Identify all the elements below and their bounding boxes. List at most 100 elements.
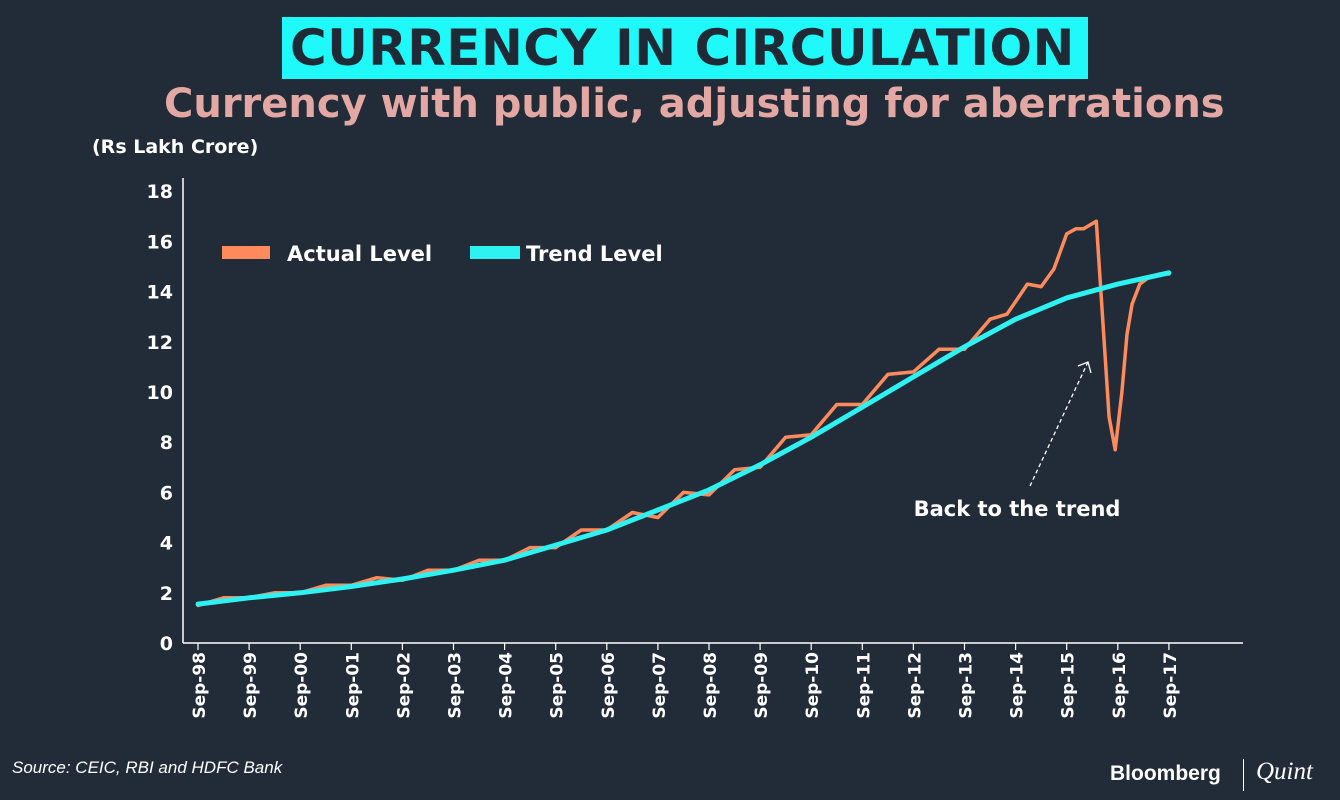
- point-actual-level: [528, 546, 532, 550]
- point-trend-level: [1166, 270, 1172, 275]
- chart-subtitle: Currency with public, adjusting for aber…: [164, 81, 1225, 127]
- x-tick-label: Sep-02: [394, 652, 414, 719]
- x-tick-label: Sep-04: [497, 652, 517, 719]
- point-trend-level: [502, 557, 507, 563]
- legend-label-trend: Trend Level: [526, 242, 663, 266]
- brand-separator: [1243, 759, 1244, 791]
- point-actual-level: [1081, 227, 1086, 231]
- x-tick-label: Sep-16: [1110, 652, 1130, 719]
- x-tick-label: Sep-12: [905, 652, 925, 719]
- x-tick-label: Sep-11: [854, 652, 874, 719]
- point-actual-level: [784, 435, 788, 439]
- point-actual-level: [1065, 232, 1069, 236]
- point-actual-level: [1074, 227, 1078, 231]
- point-actual-level: [1130, 302, 1134, 306]
- point-actual-level: [324, 583, 328, 587]
- point-actual-level: [732, 468, 737, 472]
- point-trend-level: [1064, 295, 1069, 301]
- point-trend-level: [298, 590, 303, 595]
- point-actual-level: [1039, 284, 1043, 289]
- point-trend-level: [400, 576, 405, 582]
- point-actual-level: [1005, 312, 1009, 316]
- source-note: Source: CEIC, RBI and HDFC Bank: [12, 758, 283, 777]
- point-actual-level: [707, 493, 711, 497]
- y-tick-label: 10: [147, 382, 173, 404]
- x-tick-label: Sep-99: [241, 652, 261, 719]
- y-tick-label: 18: [147, 181, 173, 203]
- y-tick-label: 6: [160, 482, 173, 504]
- y-tick-label: 16: [147, 231, 173, 253]
- y-axis-unit-label: (Rs Lakh Crore): [92, 136, 259, 158]
- point-trend-level: [604, 527, 609, 533]
- annotations: Back to the trend: [914, 361, 1121, 521]
- point-actual-level: [375, 576, 379, 580]
- point-actual-level: [656, 515, 660, 520]
- x-tick-label: Sep-08: [701, 652, 721, 719]
- point-trend-level: [809, 434, 814, 440]
- point-actual-level: [426, 568, 430, 572]
- brand-bloomberg: Bloomberg: [1110, 762, 1221, 785]
- legend: Actual Level Trend Level: [222, 242, 663, 266]
- annotation-text: Back to the trend: [914, 497, 1121, 521]
- x-tick-label: Sep-09: [752, 652, 772, 719]
- chart-title: CURRENCY IN CIRCULATION: [290, 19, 1075, 77]
- point-actual-level: [1025, 282, 1029, 286]
- x-ticks: Sep-98 Sep-99 Sep-00 Sep-01 Sep-02 Sep-03 Sep-…: [190, 643, 1181, 719]
- point-trend-level: [349, 584, 354, 589]
- x-tick-label: Sep-17: [1161, 652, 1181, 719]
- point-actual-level: [1094, 219, 1098, 223]
- point-actual-level: [630, 510, 634, 515]
- y-tick-label: 12: [147, 332, 173, 354]
- x-tick-label: Sep-14: [1008, 652, 1028, 719]
- x-tick-label: Sep-10: [803, 652, 823, 719]
- point-actual-level: [835, 402, 839, 407]
- point-trend-level: [860, 404, 865, 410]
- point-actual-level: [1120, 390, 1124, 394]
- series-trend-level: [195, 270, 1172, 607]
- x-tick-label: Sep-98: [190, 652, 210, 719]
- y-tick-label: 2: [160, 583, 173, 605]
- point-actual-level: [886, 372, 890, 377]
- point-actual-level: [1107, 415, 1111, 419]
- point-actual-level: [681, 490, 686, 494]
- annotation-arrow: [1029, 361, 1089, 487]
- x-tick-label: Sep-13: [957, 652, 977, 719]
- legend-swatch-actual: [222, 246, 270, 259]
- point-trend-level: [962, 344, 967, 350]
- x-tick-label: Sep-15: [1059, 652, 1079, 719]
- annotation-arrowhead: [1077, 361, 1092, 374]
- legend-swatch-trend: [470, 246, 520, 259]
- point-trend-level: [655, 507, 661, 513]
- x-tick-label: Sep-03: [446, 652, 466, 719]
- point-actual-level: [1125, 332, 1129, 336]
- point-trend-level: [553, 542, 558, 548]
- point-actual-level: [988, 317, 992, 321]
- point-trend-level: [451, 568, 456, 573]
- series-lines: [195, 219, 1172, 608]
- title-box: [282, 17, 1088, 79]
- y-tick-label: 0: [160, 633, 173, 655]
- y-tick-label: 8: [160, 432, 173, 454]
- point-trend-level: [246, 595, 252, 601]
- point-actual-level: [477, 558, 481, 562]
- y-tick-label: 14: [147, 282, 173, 304]
- x-tick-label: Sep-01: [343, 652, 363, 719]
- x-tick-label: Sep-06: [599, 652, 619, 719]
- x-tick-label: Sep-07: [650, 652, 670, 719]
- point-trend-level: [706, 487, 712, 493]
- point-actual-level: [1052, 267, 1056, 271]
- point-trend-level: [1115, 281, 1121, 287]
- point-actual-level: [579, 528, 583, 532]
- point-trend-level: [195, 601, 201, 607]
- point-actual-level: [1138, 282, 1142, 286]
- point-actual-level: [911, 370, 916, 374]
- point-trend-level: [911, 374, 916, 380]
- point-actual-level: [1014, 300, 1018, 304]
- x-tick-label: Sep-00: [292, 652, 312, 719]
- point-actual-level: [937, 347, 941, 351]
- legend-label-actual: Actual Level: [287, 242, 432, 266]
- point-actual-level: [1113, 448, 1117, 452]
- y-tick-label: 4: [160, 533, 173, 555]
- brand-quint: Quint: [1256, 758, 1313, 785]
